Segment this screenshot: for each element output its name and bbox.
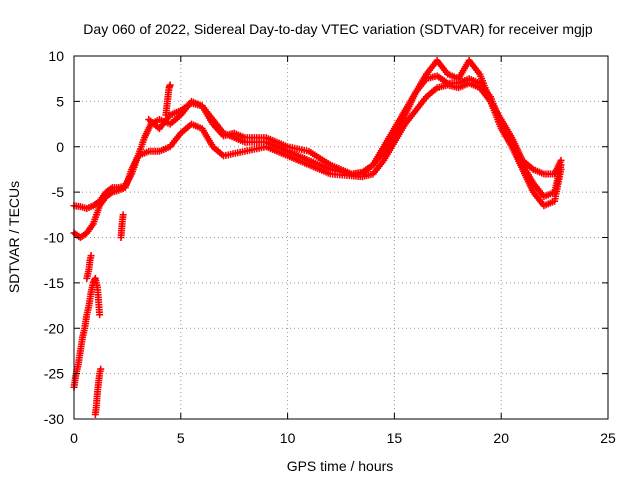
y-tick-label: -5: [52, 184, 65, 200]
y-tick-label: 5: [56, 93, 64, 109]
x-tick-label: 25: [600, 430, 616, 446]
x-tick-label: 10: [280, 430, 296, 446]
x-tick-label: 5: [177, 430, 185, 446]
data-point-marker: [119, 211, 127, 219]
y-tick-label: -10: [44, 230, 64, 246]
y-tick-label: -25: [44, 366, 64, 382]
y-tick-label: -15: [44, 275, 64, 291]
x-axis-label: GPS time / hours: [287, 458, 394, 474]
x-tick-label: 0: [70, 430, 78, 446]
series-early-drop: [70, 274, 104, 391]
x-tick-label: 15: [387, 430, 403, 446]
y-axis-label: SDTVAR / TECUs: [6, 181, 22, 293]
data-point-marker: [557, 161, 565, 169]
chart-title: Day 060 of 2022, Sidereal Day-to-day VTE…: [83, 21, 593, 37]
data-point-marker: [87, 252, 95, 260]
data-point-marker: [96, 311, 104, 319]
data-point-marker: [166, 81, 174, 89]
data-point-marker: [97, 365, 105, 373]
y-tick-label: 0: [56, 139, 64, 155]
y-tick-label: 10: [48, 48, 64, 64]
series-spike-4h: [162, 81, 174, 119]
series-spike-2h: [117, 211, 127, 241]
series-tail-spike: [91, 365, 105, 418]
y-tick-label: -20: [44, 320, 64, 336]
series-spike-1h: [83, 252, 95, 282]
y-tick-label: -30: [44, 411, 64, 427]
data-points: [70, 57, 565, 418]
x-tick-label: 20: [493, 430, 509, 446]
axis-ticks: 0 5 10 15 20 25 -30 -25 -20 -15 -10 -5 0 5 10: [44, 48, 616, 446]
series-track-c: [145, 72, 565, 201]
